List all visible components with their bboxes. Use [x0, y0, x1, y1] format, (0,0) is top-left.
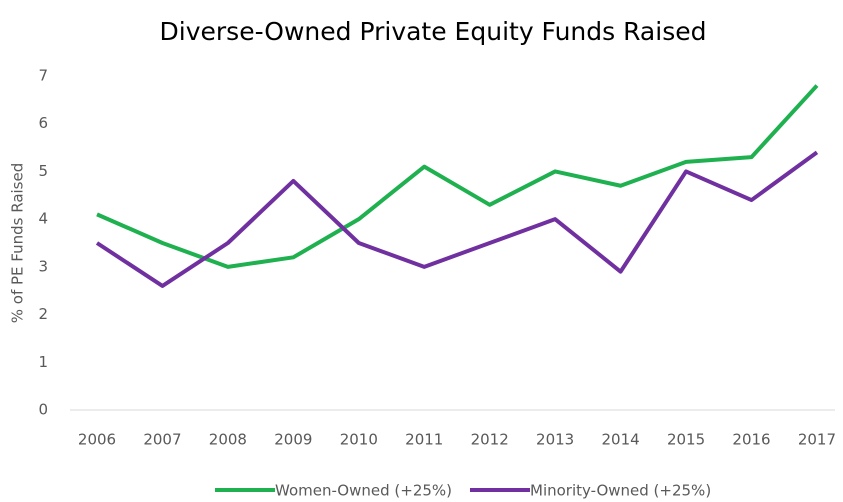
x-tick-label: 2014	[602, 431, 640, 449]
x-tick-label: 2013	[536, 431, 574, 449]
y-tick-label: 5	[38, 162, 48, 180]
legend-label: Minority-Owned (+25%)	[530, 482, 711, 500]
x-tick-label: 2016	[732, 431, 770, 449]
x-tick-label: 2011	[405, 431, 443, 449]
legend-label: Women-Owned (+25%)	[275, 482, 452, 500]
x-tick-label: 2010	[340, 431, 378, 449]
line-series	[96, 84, 819, 269]
y-tick-label: 1	[38, 353, 48, 371]
x-tick-label: 2007	[143, 431, 181, 449]
y-tick-label: 6	[38, 114, 48, 132]
chart-title: Diverse-Owned Private Equity Funds Raise…	[160, 17, 707, 46]
x-tick-label: 2006	[78, 431, 116, 449]
y-tick-label: 2	[38, 305, 48, 323]
y-tick-label: 7	[38, 67, 48, 85]
y-tick-label: 0	[38, 401, 48, 419]
line-series	[95, 150, 819, 288]
y-tick-label: 4	[38, 210, 48, 228]
x-tick-label: 2012	[471, 431, 509, 449]
x-tick-label: 2008	[209, 431, 247, 449]
x-tick-label: 2015	[667, 431, 705, 449]
x-tick-label: 2009	[274, 431, 312, 449]
y-axis-label: % of PE Funds Raised	[9, 163, 27, 323]
x-tick-label: 2017	[798, 431, 836, 449]
y-tick-label: 3	[38, 257, 48, 275]
